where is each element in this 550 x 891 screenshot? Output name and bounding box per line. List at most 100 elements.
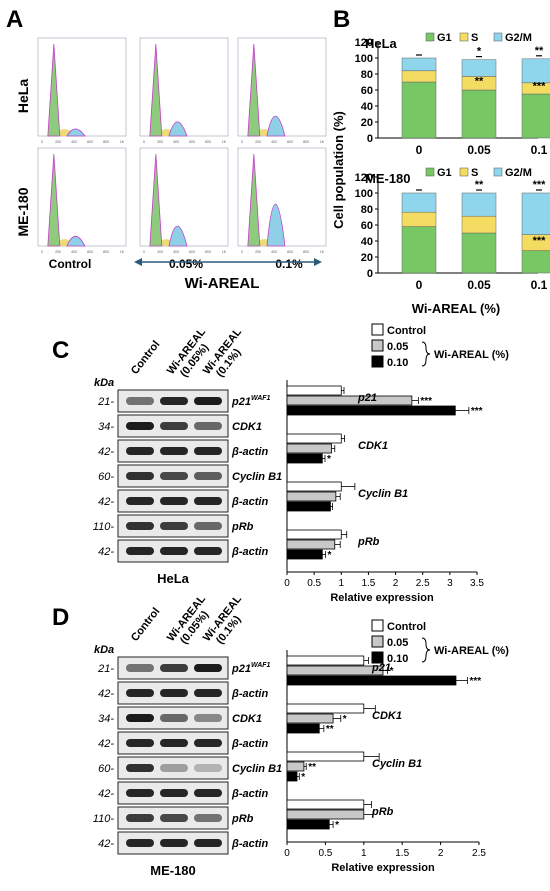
histogram-tick: 1K — [320, 250, 325, 254]
expression-bar — [286, 405, 456, 416]
treatment-label: Wi-AREAL — [185, 275, 260, 292]
ytick: 120 — [355, 37, 373, 49]
blot-band — [126, 547, 154, 555]
dose-label-high: 0.1% — [275, 257, 303, 271]
panel-letter-a: A — [6, 6, 23, 33]
significance-star: *** — [420, 396, 432, 407]
histogram-tick: 1K — [222, 250, 227, 254]
ytick: 60 — [361, 220, 373, 232]
histogram-tick: 800 — [205, 250, 211, 254]
xtick: 1 — [339, 578, 345, 589]
histogram-tick: 400 — [71, 250, 77, 254]
bar-segment — [461, 215, 497, 234]
expression-bar — [286, 703, 365, 714]
blot-band — [160, 472, 188, 480]
protein-label: CDK1 — [232, 421, 262, 433]
protein-label: p21WAF1 — [231, 395, 271, 408]
legend-swatch — [493, 32, 503, 42]
histogram-tick: 200 — [255, 250, 261, 254]
mw-marker: 42- — [98, 546, 114, 558]
histogram-tick: 1K — [120, 140, 125, 144]
panel-letter-b: B — [333, 6, 350, 33]
kda-label: kDa — [94, 377, 114, 389]
blot-band — [126, 839, 154, 847]
histogram-tick: 400 — [71, 140, 77, 144]
bar-segment — [461, 192, 497, 217]
blot-band — [194, 422, 222, 430]
protein-label: pRb — [231, 521, 254, 533]
xtick: 3.5 — [470, 578, 484, 589]
xlabel: Wi-AREAL (%) — [412, 301, 500, 316]
ylabel: Cell population (%) — [331, 111, 346, 229]
blot-band — [160, 522, 188, 530]
expression-bar — [286, 771, 298, 782]
histogram-tick: 200 — [55, 140, 61, 144]
legend-swatch — [459, 32, 469, 42]
mw-marker: 110- — [93, 521, 115, 533]
legend-label: 0.10 — [387, 653, 408, 665]
xtick: 0.05 — [467, 143, 491, 157]
histogram-tick: 800 — [103, 250, 109, 254]
cell-line-label: ME-180 — [150, 863, 196, 878]
bar-segment — [521, 93, 550, 139]
histogram-tick: 400 — [271, 140, 277, 144]
legend-label: 0.10 — [387, 357, 408, 369]
blot-band — [126, 764, 154, 772]
legend-label: G1 — [437, 167, 452, 179]
kda-label: kDa — [94, 644, 114, 656]
significance-star: ** — [475, 76, 484, 88]
blot-band — [194, 664, 222, 672]
significance-star: ** — [535, 45, 544, 57]
legend-title: Wi-AREAL (%) — [434, 645, 509, 657]
blot-band — [160, 839, 188, 847]
blot-strip — [117, 756, 229, 780]
expression-bar — [286, 723, 320, 734]
blot-band — [126, 522, 154, 530]
group-label: pRb — [371, 806, 394, 818]
significance-star: *** — [533, 81, 547, 93]
histogram-tick: 800 — [303, 140, 309, 144]
blot-band — [126, 789, 154, 797]
histogram-tick: 600 — [189, 140, 195, 144]
histogram-hela-0: 0 200 400 600 800 1K — [37, 37, 127, 144]
mw-marker: 110- — [93, 813, 115, 825]
blot-band — [194, 714, 222, 722]
xtick: 1 — [361, 848, 367, 859]
protein-label: pRb — [231, 813, 254, 825]
legend-title: Wi-AREAL (%) — [434, 349, 509, 361]
ytick: 40 — [361, 101, 373, 113]
histogram-tick: 400 — [173, 140, 179, 144]
ytick: 20 — [361, 252, 373, 264]
ytick: 120 — [355, 172, 373, 184]
blot-band — [126, 472, 154, 480]
expression-bar — [286, 491, 337, 502]
expression-bar — [286, 799, 365, 810]
significance-star: * — [390, 666, 394, 677]
blot-band — [194, 739, 222, 747]
expression-bar — [286, 395, 413, 406]
blot-band — [194, 547, 222, 555]
histogram-tick: 0 — [241, 250, 243, 254]
lane-label: Control — [129, 606, 163, 644]
xtick: 0 — [416, 278, 423, 292]
lane-label: Control — [129, 339, 163, 377]
arrow-head-right — [314, 258, 322, 266]
histogram-tick: 0 — [143, 250, 145, 254]
bar-segment — [461, 89, 497, 139]
xlabel: Relative expression — [331, 862, 435, 874]
histogram-me-180-2: 0 200 400 600 800 1K — [237, 147, 327, 254]
significance-star: * — [328, 550, 332, 561]
blot-band — [160, 422, 188, 430]
legend-swatch — [371, 635, 384, 648]
expression-bar — [286, 433, 342, 444]
histogram-tick: 600 — [189, 250, 195, 254]
blot-band — [194, 397, 222, 405]
bar-segment — [401, 81, 437, 139]
blot-band — [126, 447, 154, 455]
protein-label: β-actin — [231, 788, 268, 800]
group-label: Cyclin B1 — [372, 758, 422, 770]
bar-segment — [521, 192, 550, 235]
lane-label: Wi-AREAL(0.1%) — [201, 593, 254, 651]
expression-bar — [286, 819, 330, 830]
